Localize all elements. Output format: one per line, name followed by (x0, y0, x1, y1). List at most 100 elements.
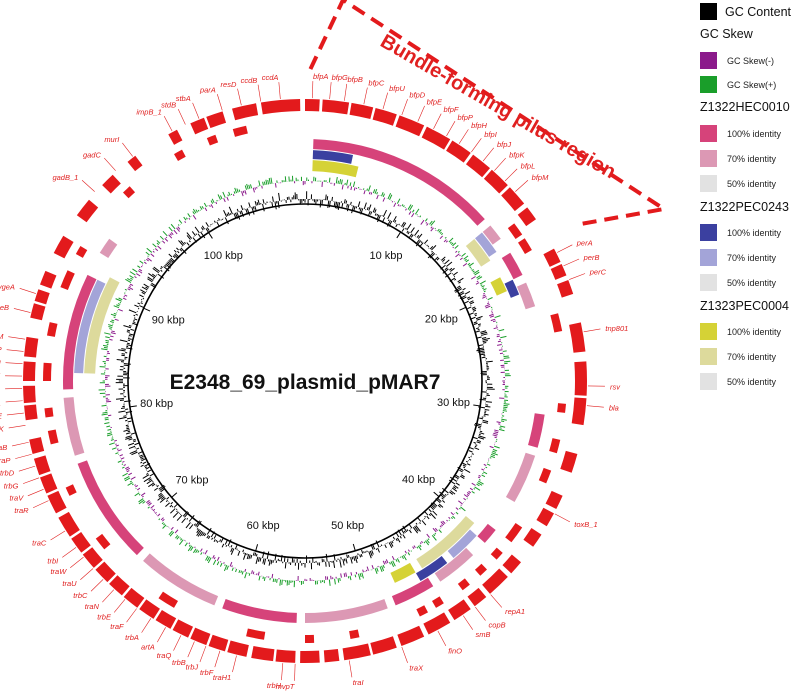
gc-bar (479, 432, 485, 435)
gc-bar (442, 268, 449, 274)
gene-leader (5, 400, 23, 403)
gc-bar (480, 330, 487, 333)
identity-block (528, 413, 545, 448)
identity-swatch (700, 175, 717, 192)
cds-feature (349, 102, 374, 120)
gc-bar (429, 245, 434, 250)
skew-bar (484, 304, 490, 307)
skew-bar (397, 204, 400, 207)
gc-bar (145, 286, 149, 290)
gc-bar (382, 209, 387, 217)
cds-feature (102, 174, 121, 194)
skew-bar (349, 182, 352, 187)
skew-bar (192, 214, 197, 220)
gc-bar (136, 447, 140, 450)
skew-bar (101, 348, 108, 351)
skew-bar (337, 180, 340, 184)
skew-bar (481, 468, 485, 471)
gc-bar (170, 508, 176, 514)
legend-group-name: Z1323PEC0004 (700, 299, 789, 313)
gene-leader (13, 308, 31, 313)
cds-feature (545, 490, 563, 510)
skew-bar (494, 429, 499, 432)
skew-bar (187, 213, 191, 218)
gc-bar (426, 515, 430, 520)
gc-bar (263, 558, 267, 565)
gene-label: bfpM (532, 173, 549, 182)
skew-bar (443, 239, 447, 243)
gc-bar (376, 213, 379, 216)
skew-bar (370, 192, 373, 195)
skew-bar (328, 579, 331, 586)
skew-bar (490, 318, 496, 322)
gene-label: trbE (97, 612, 112, 621)
skew-bar (478, 479, 481, 481)
cds-feature (47, 490, 67, 514)
gc-bar (406, 230, 409, 234)
gc-bar (121, 348, 126, 350)
gc-bar (186, 242, 190, 246)
gc-bar (387, 219, 390, 222)
gc-bar (464, 291, 471, 295)
gc-bar (213, 220, 216, 223)
cds-feature (95, 533, 111, 550)
gc-bar (439, 491, 446, 498)
gene-label: bfpB (347, 75, 362, 84)
gc-bar (476, 318, 481, 321)
skew-bar (381, 565, 385, 572)
identity-swatch (700, 323, 717, 340)
gc-bar (271, 201, 274, 208)
cds-feature (109, 575, 130, 596)
kbp-tick (171, 492, 178, 498)
gc-bar (375, 548, 378, 551)
gc-bar (343, 558, 346, 562)
skew-bar (210, 200, 214, 204)
skew-bar (440, 521, 445, 526)
skew-bar (419, 544, 422, 548)
gc-bar (144, 466, 148, 469)
skew-bar (430, 220, 436, 226)
skew-bar (382, 193, 385, 198)
gene-leader (294, 663, 296, 681)
skew-bar (130, 277, 133, 280)
skew-bar (482, 287, 485, 290)
skew-bar (491, 452, 498, 456)
gc-bar (401, 228, 405, 232)
gc-bar (419, 522, 421, 524)
gc-bar (254, 201, 257, 206)
skew-bar (467, 262, 471, 266)
gc-bar (147, 276, 154, 281)
skew-bar (216, 561, 220, 566)
skew-bar (140, 492, 146, 497)
skew-bar (170, 223, 176, 230)
gc-bar (409, 233, 413, 238)
gc-bar (482, 337, 490, 341)
cds-feature (372, 107, 397, 126)
skew-bar (328, 177, 331, 183)
gc-bar (163, 266, 170, 272)
gc-bar (159, 485, 166, 491)
cds-feature (29, 437, 45, 454)
gc-bar (227, 539, 232, 547)
gc-bar (457, 292, 465, 297)
gene-label: traI (353, 678, 364, 687)
skew-bar (128, 472, 133, 476)
skew-bar (353, 187, 356, 191)
cds-feature (71, 531, 91, 553)
gc-bar (230, 544, 233, 548)
gene-label: bfpH (471, 121, 487, 130)
skew-bar (350, 186, 353, 191)
skew-bar (110, 313, 117, 317)
skew-bar (176, 536, 180, 540)
legend-group-item: 70% identity (700, 150, 776, 167)
region-outline (308, 0, 670, 227)
gc-bar (226, 213, 229, 217)
skew-bar (248, 573, 251, 576)
skew-bar (455, 253, 460, 258)
skew-bar (170, 526, 174, 530)
skew-bar (121, 466, 125, 469)
gc-bar (391, 540, 394, 544)
gc-bar (345, 558, 348, 564)
cds-feature (44, 407, 54, 418)
legend-gc-skew-pos: GC Skew(+) (700, 76, 776, 93)
